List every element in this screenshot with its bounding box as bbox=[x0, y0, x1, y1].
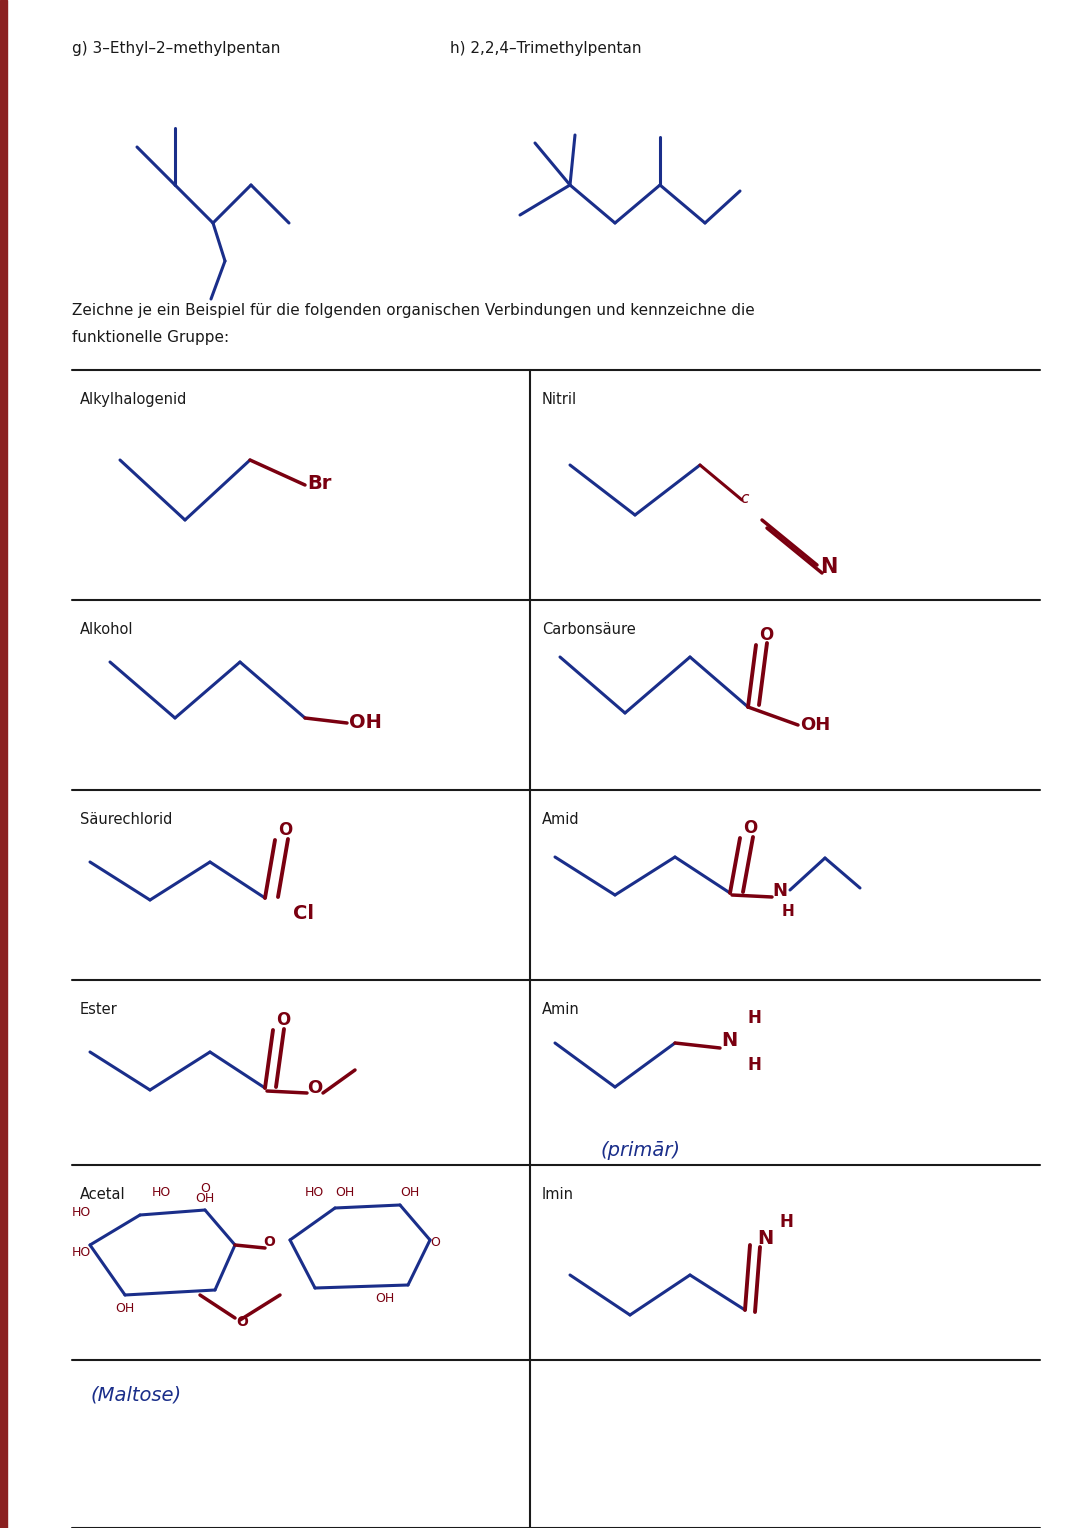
Text: O: O bbox=[200, 1181, 210, 1195]
Text: O: O bbox=[759, 626, 773, 643]
Text: HO: HO bbox=[72, 1245, 91, 1259]
Text: c: c bbox=[740, 490, 748, 506]
Text: g) 3–Ethyl–2–methylpentan: g) 3–Ethyl–2–methylpentan bbox=[72, 41, 281, 55]
Text: O: O bbox=[307, 1079, 322, 1097]
Text: OH: OH bbox=[400, 1186, 419, 1198]
Text: O: O bbox=[430, 1236, 440, 1248]
Text: Nitril: Nitril bbox=[542, 393, 577, 406]
Text: O: O bbox=[278, 821, 293, 839]
Text: O: O bbox=[276, 1012, 291, 1028]
Bar bbox=[0, 0, 6, 1528]
Text: H: H bbox=[782, 903, 795, 918]
Text: Acetal: Acetal bbox=[80, 1187, 125, 1203]
Text: (primār): (primār) bbox=[600, 1140, 680, 1160]
Text: N: N bbox=[772, 882, 787, 900]
Text: OH: OH bbox=[349, 712, 382, 732]
Text: H: H bbox=[747, 1056, 761, 1074]
Text: Br: Br bbox=[307, 474, 332, 492]
Text: O: O bbox=[237, 1316, 248, 1329]
Text: h) 2,2,4–Trimethylpentan: h) 2,2,4–Trimethylpentan bbox=[450, 41, 642, 55]
Text: Ester: Ester bbox=[80, 1002, 118, 1018]
Text: N: N bbox=[820, 558, 837, 578]
Text: N: N bbox=[721, 1031, 738, 1051]
Text: Carbonsäure: Carbonsäure bbox=[542, 622, 636, 637]
Text: OH: OH bbox=[335, 1186, 354, 1198]
Text: OH: OH bbox=[195, 1192, 214, 1204]
Text: OH: OH bbox=[375, 1291, 394, 1305]
Text: O: O bbox=[743, 819, 757, 837]
Text: H: H bbox=[747, 1008, 761, 1027]
Text: Zeichne je ein Beispiel für die folgenden organischen Verbindungen und kennzeich: Zeichne je ein Beispiel für die folgende… bbox=[72, 303, 755, 318]
Text: N: N bbox=[757, 1229, 773, 1247]
Text: funktionelle Gruppe:: funktionelle Gruppe: bbox=[72, 330, 229, 344]
Text: Säurechlorid: Säurechlorid bbox=[80, 811, 173, 827]
Text: Alkohol: Alkohol bbox=[80, 622, 134, 637]
Text: Alkylhalogenid: Alkylhalogenid bbox=[80, 393, 187, 406]
Text: HO: HO bbox=[152, 1187, 172, 1199]
Text: (Maltose): (Maltose) bbox=[90, 1386, 181, 1404]
Text: HO: HO bbox=[305, 1186, 324, 1198]
Text: HO: HO bbox=[72, 1206, 91, 1218]
Text: H: H bbox=[779, 1213, 793, 1232]
Text: OH: OH bbox=[114, 1302, 134, 1314]
Text: O: O bbox=[264, 1235, 275, 1248]
Text: Cl: Cl bbox=[293, 903, 314, 923]
Text: OH: OH bbox=[800, 717, 831, 733]
Text: Imin: Imin bbox=[542, 1187, 573, 1203]
Text: Amin: Amin bbox=[542, 1002, 580, 1018]
Text: Amid: Amid bbox=[542, 811, 580, 827]
